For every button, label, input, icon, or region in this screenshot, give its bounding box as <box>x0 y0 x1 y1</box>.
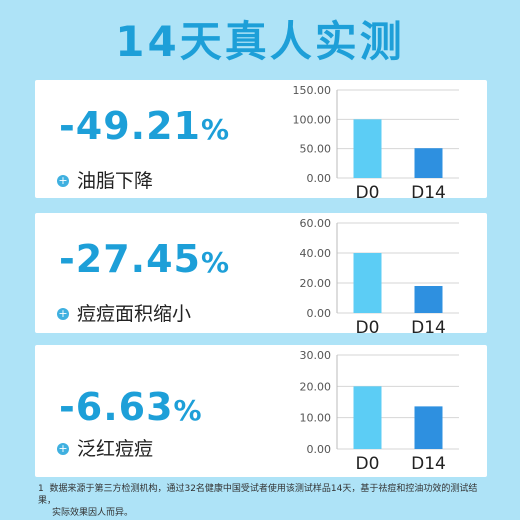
y-tick-label: 20.00 <box>300 277 332 290</box>
page-title: 14天真人实测 <box>115 17 405 66</box>
y-tick-label: 40.00 <box>300 247 332 260</box>
footnote-line2: 实际效果因人而异。 <box>52 508 134 518</box>
footnote-marker: 1 <box>38 484 44 494</box>
result-panel-acne-area: -27.45% + 痘痘面积缩小 0.00 20.00 40.00 60.00 D0 D1… <box>35 213 487 338</box>
footnote: 1 数据来源于第三方检测机构，通过32名健康中国受试者使用该测试样品14天，基于… <box>38 483 488 519</box>
y-tick-label: 100.00 <box>293 113 332 126</box>
y-tick-label: 150.00 <box>293 84 332 97</box>
y-tick-label: 20.00 <box>300 380 332 393</box>
result-label: 泛红痘痘 <box>77 438 154 460</box>
bar-chart-oil: 0.00 50.00 100.00 150.00 D0 D14 <box>293 84 459 203</box>
percent-value: -27.45% <box>59 237 230 281</box>
plus-icon: + <box>57 174 69 187</box>
y-tick-label: 0.00 <box>307 443 332 456</box>
x-tick-label: D14 <box>411 183 446 203</box>
percent-sign: % <box>173 394 203 427</box>
percent-sign: % <box>200 246 231 279</box>
y-tick-label: 0.00 <box>307 172 332 185</box>
y-tick-label: 10.00 <box>300 412 332 425</box>
x-tick-label: D0 <box>356 454 380 474</box>
x-tick-label: D14 <box>411 318 446 338</box>
x-tick-label: D14 <box>411 454 446 474</box>
bar-chart-acne-area: 0.00 20.00 40.00 60.00 D0 D14 <box>300 217 459 338</box>
percent-number: -27.45 <box>59 237 201 281</box>
percent-number: -6.63 <box>59 385 174 429</box>
plus-icon: + <box>57 442 69 455</box>
bar-d0 <box>353 386 382 449</box>
y-tick-label: 30.00 <box>300 349 332 362</box>
x-tick-label: D0 <box>356 318 380 338</box>
bar-chart-redness: 0.00 10.00 20.00 30.00 D0 D14 <box>300 349 459 474</box>
bar-d14 <box>414 148 443 178</box>
result-label: 痘痘面积缩小 <box>77 303 192 325</box>
x-tick-label: D0 <box>356 183 380 203</box>
percent-value: -49.21% <box>59 104 230 148</box>
result-panel-oil: -49.21% + 油脂下降 0.00 50.00 100.00 150.00 D0 D1… <box>35 80 487 203</box>
y-tick-label: 50.00 <box>300 143 332 156</box>
percent-value: -6.63% <box>59 385 203 429</box>
bar-d14 <box>414 406 443 449</box>
bar-d0 <box>353 119 382 178</box>
result-label: 油脂下降 <box>77 170 154 192</box>
result-panel-redness: -6.63% + 泛红痘痘 0.00 10.00 20.00 30.00 D0 D14 <box>35 345 487 477</box>
y-tick-label: 0.00 <box>307 307 332 320</box>
bar-d0 <box>353 253 382 313</box>
percent-sign: % <box>200 113 231 146</box>
percent-number: -49.21 <box>59 104 201 148</box>
plus-icon: + <box>57 307 69 320</box>
y-tick-label: 60.00 <box>300 217 332 230</box>
footnote-line1: 数据来源于第三方检测机构，通过32名健康中国受试者使用该测试样品14天，基于祛痘… <box>38 484 478 506</box>
bar-d14 <box>414 286 443 313</box>
